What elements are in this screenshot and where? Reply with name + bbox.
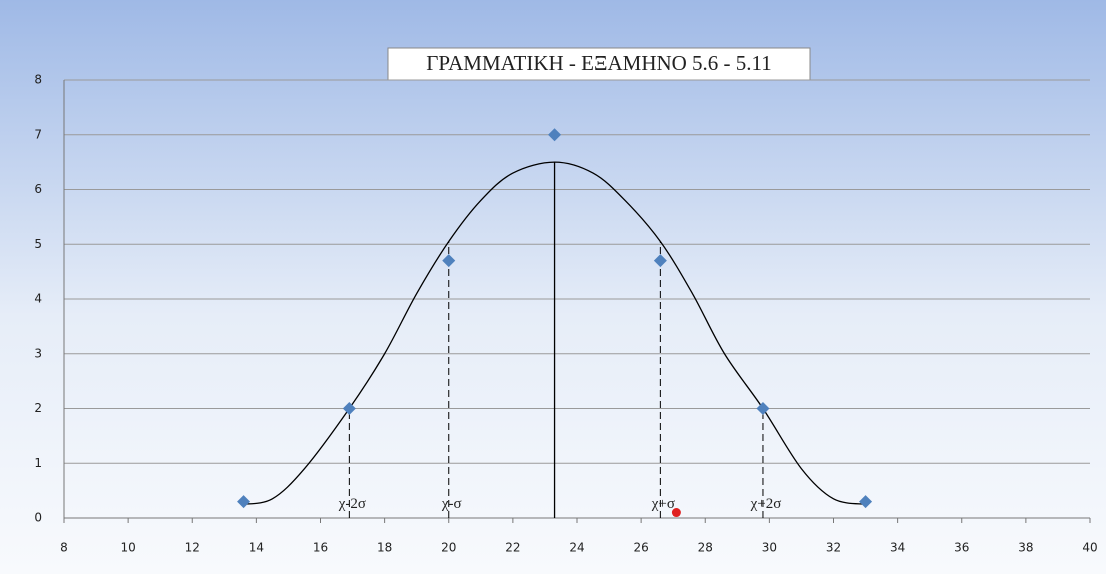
x-tick-label: 24 bbox=[569, 541, 584, 555]
x-tick-label: 12 bbox=[185, 541, 200, 555]
x-tick-label: 34 bbox=[890, 541, 905, 555]
x-tick-label: 26 bbox=[633, 541, 648, 555]
x-tick-label: 36 bbox=[954, 541, 969, 555]
y-tick-label: 1 bbox=[34, 456, 42, 470]
x-tick-label: 28 bbox=[698, 541, 713, 555]
point bbox=[756, 402, 770, 415]
y-tick-label: 5 bbox=[34, 237, 42, 251]
point bbox=[859, 495, 873, 509]
y-tick-label: 2 bbox=[34, 401, 42, 415]
y-tick-label: 8 bbox=[34, 73, 42, 87]
x-tick-label: 40 bbox=[1082, 541, 1097, 555]
x-tick-label: 14 bbox=[249, 541, 264, 555]
x-tick-label: 10 bbox=[120, 541, 135, 555]
y-tick-label: 7 bbox=[34, 127, 42, 141]
point bbox=[548, 128, 562, 142]
y-tick-label: 3 bbox=[34, 346, 42, 360]
sigma-label: χ+σ bbox=[651, 496, 675, 512]
sigma-label: χ+2σ bbox=[750, 496, 782, 512]
point bbox=[653, 254, 667, 268]
point bbox=[237, 495, 251, 509]
highlight-point bbox=[671, 508, 681, 518]
sigma-label: χ-σ bbox=[441, 496, 462, 512]
x-tick-label: 16 bbox=[313, 541, 328, 555]
point bbox=[342, 402, 356, 415]
x-tick-label: 38 bbox=[1018, 541, 1033, 555]
x-tick-label: 30 bbox=[762, 541, 777, 555]
point bbox=[442, 254, 456, 268]
y-tick-label: 0 bbox=[34, 511, 42, 525]
x-tick-label: 32 bbox=[826, 541, 841, 555]
x-tick-label: 18 bbox=[377, 541, 392, 555]
sigma-label: χ-2σ bbox=[338, 496, 366, 512]
x-tick-label: 20 bbox=[441, 541, 456, 555]
title-box bbox=[387, 47, 811, 81]
x-tick-label: 22 bbox=[505, 541, 520, 555]
x-tick-label: 8 bbox=[60, 541, 68, 555]
y-tick-label: 6 bbox=[34, 182, 42, 196]
chart-title: ΓΡΑΜΜΑΤΙΚΗ - ΕΞΑΜΗΝΟ 5.6 - 5.11 bbox=[426, 51, 772, 75]
y-tick-label: 4 bbox=[34, 292, 42, 306]
